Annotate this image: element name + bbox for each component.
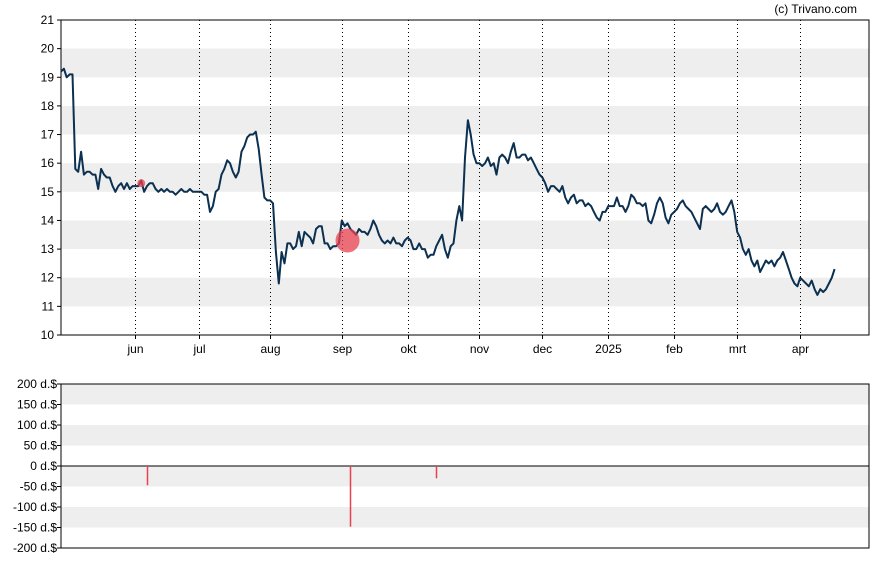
price-panel-frame bbox=[60, 19, 870, 336]
price-band bbox=[61, 105, 869, 135]
volume-band bbox=[61, 384, 869, 405]
trade-marker bbox=[137, 179, 146, 188]
volume-band bbox=[61, 425, 869, 446]
volume-tick-label: 0 d.$ bbox=[30, 459, 57, 473]
volume-bars bbox=[146, 466, 438, 527]
x-tick-label: jun bbox=[126, 342, 143, 356]
x-tick-label: feb bbox=[666, 342, 683, 356]
y-tick-label: 18 bbox=[41, 99, 55, 113]
x-tick-label: 2025 bbox=[595, 342, 622, 356]
volume-tick-label: -50 d.$ bbox=[20, 480, 58, 494]
volume-band bbox=[61, 507, 869, 528]
y-tick-label: 17 bbox=[41, 128, 55, 142]
x-tick-label: dec bbox=[533, 342, 552, 356]
volume-band bbox=[61, 466, 869, 487]
credit-text: (c) Trivano.com bbox=[774, 2, 857, 16]
x-tick-label: apr bbox=[792, 342, 809, 356]
y-tick-label: 12 bbox=[41, 271, 55, 285]
volume-tick-label: 50 d.$ bbox=[24, 439, 58, 453]
volume-tick-label: -150 d.$ bbox=[13, 521, 57, 535]
volume-tick-label: 150 d.$ bbox=[17, 398, 57, 412]
volume-panel-bands bbox=[61, 384, 869, 528]
y-tick-label: 10 bbox=[41, 328, 55, 342]
price-band bbox=[61, 277, 869, 307]
price-line bbox=[60, 67, 836, 296]
x-tick-label: mrt bbox=[729, 342, 747, 356]
y-tick-label: 19 bbox=[41, 70, 55, 84]
volume-tick-label: 200 d.$ bbox=[17, 377, 57, 391]
month-axis-ticks: jun jul aug sep okt nov dec 2025 feb mrt apr bbox=[126, 335, 809, 356]
price-axis-ticks: 10 11 12 13 14 15 16 17 18 19 20 21 bbox=[41, 13, 61, 342]
trade-marker bbox=[335, 228, 360, 253]
price-band bbox=[61, 220, 869, 250]
price-panel-bands bbox=[61, 48, 869, 307]
y-tick-label: 14 bbox=[41, 213, 55, 227]
y-tick-label: 21 bbox=[41, 13, 55, 27]
trade-markers bbox=[137, 179, 360, 253]
x-tick-label: sep bbox=[333, 342, 353, 356]
price-panel-month-gridlines bbox=[135, 20, 801, 335]
x-tick-label: nov bbox=[470, 342, 489, 356]
price-band bbox=[61, 48, 869, 78]
x-tick-label: okt bbox=[400, 342, 417, 356]
y-tick-label: 20 bbox=[41, 42, 55, 56]
volume-tick-label: -100 d.$ bbox=[13, 500, 57, 514]
x-tick-label: jul bbox=[192, 342, 205, 356]
y-tick-label: 15 bbox=[41, 185, 55, 199]
volume-tick-label: -200 d.$ bbox=[13, 541, 57, 555]
y-tick-label: 11 bbox=[42, 299, 55, 313]
volume-tick-label: 100 d.$ bbox=[17, 418, 57, 432]
x-tick-label: aug bbox=[260, 342, 280, 356]
y-tick-label: 16 bbox=[41, 156, 55, 170]
volume-axis-ticks: -200 d.$ -150 d.$ -100 d.$ -50 d.$ 0 d.$ 50 d… bbox=[13, 377, 61, 555]
y-tick-label: 13 bbox=[41, 242, 55, 256]
